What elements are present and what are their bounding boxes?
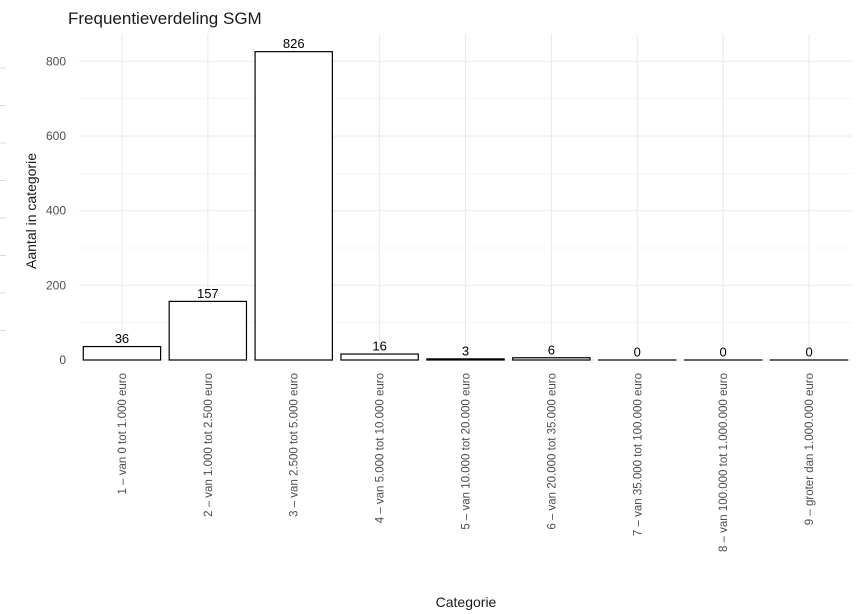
bar (426, 358, 505, 361)
chart-title: Frequentieverdeling SGM (68, 9, 262, 28)
bar-value-label: 157 (197, 286, 219, 301)
x-tick-label: 5 – van 10.000 tot 20.000 euro (461, 373, 473, 530)
x-axis-ticks: 1 – van 0 tot 1.000 euro 2 – van 1.000 to… (117, 373, 816, 552)
x-tick-label: 6 – van 20.000 tot 35.000 euro (546, 373, 558, 530)
bars-layer (82, 51, 849, 361)
bar-value-label: 36 (115, 331, 129, 346)
bar-value-label: 6 (548, 342, 555, 357)
y-tick-label: 800 (46, 54, 66, 68)
bar (82, 345, 162, 361)
x-tick-label: 4 – van 5.000 tot 10.000 euro (375, 373, 387, 523)
bar-value-label: 16 (372, 339, 386, 354)
x-tick-label: 7 – van 35.000 tot 100.000 euro (632, 373, 644, 536)
bar-value-label: 0 (720, 345, 727, 360)
x-tick-label: 1 – van 0 tot 1.000 euro (117, 373, 129, 494)
y-tick-label: 400 (46, 204, 66, 218)
y-axis-ticks: 0 200 400 600 800 (46, 54, 66, 367)
bar (512, 357, 591, 361)
y-tick-label: 0 (59, 353, 66, 367)
bar (340, 353, 419, 361)
left-edge-marks (0, 67, 6, 331)
x-tick-label: 2 – van 1.000 tot 2.500 euro (203, 373, 215, 517)
x-tick-label: 3 – van 2.500 tot 5.000 euro (289, 373, 301, 517)
bar (254, 51, 333, 361)
y-tick-label: 200 (46, 278, 66, 292)
bar (168, 300, 248, 361)
bar-value-label: 3 (462, 343, 469, 358)
y-axis-title: Aantal in categorie (23, 153, 39, 269)
y-tick-label: 600 (46, 129, 66, 143)
x-tick-label: 9 – groter dan 1.000.000 euro (804, 373, 816, 525)
bar-value-label: 826 (283, 36, 305, 51)
x-axis-title: Categorie (436, 594, 497, 610)
x-tick-label: 8 – van 100.000 tot 1.000.000 euro (718, 373, 730, 552)
bar-value-label: 0 (634, 345, 641, 360)
bar-value-label: 0 (805, 345, 812, 360)
